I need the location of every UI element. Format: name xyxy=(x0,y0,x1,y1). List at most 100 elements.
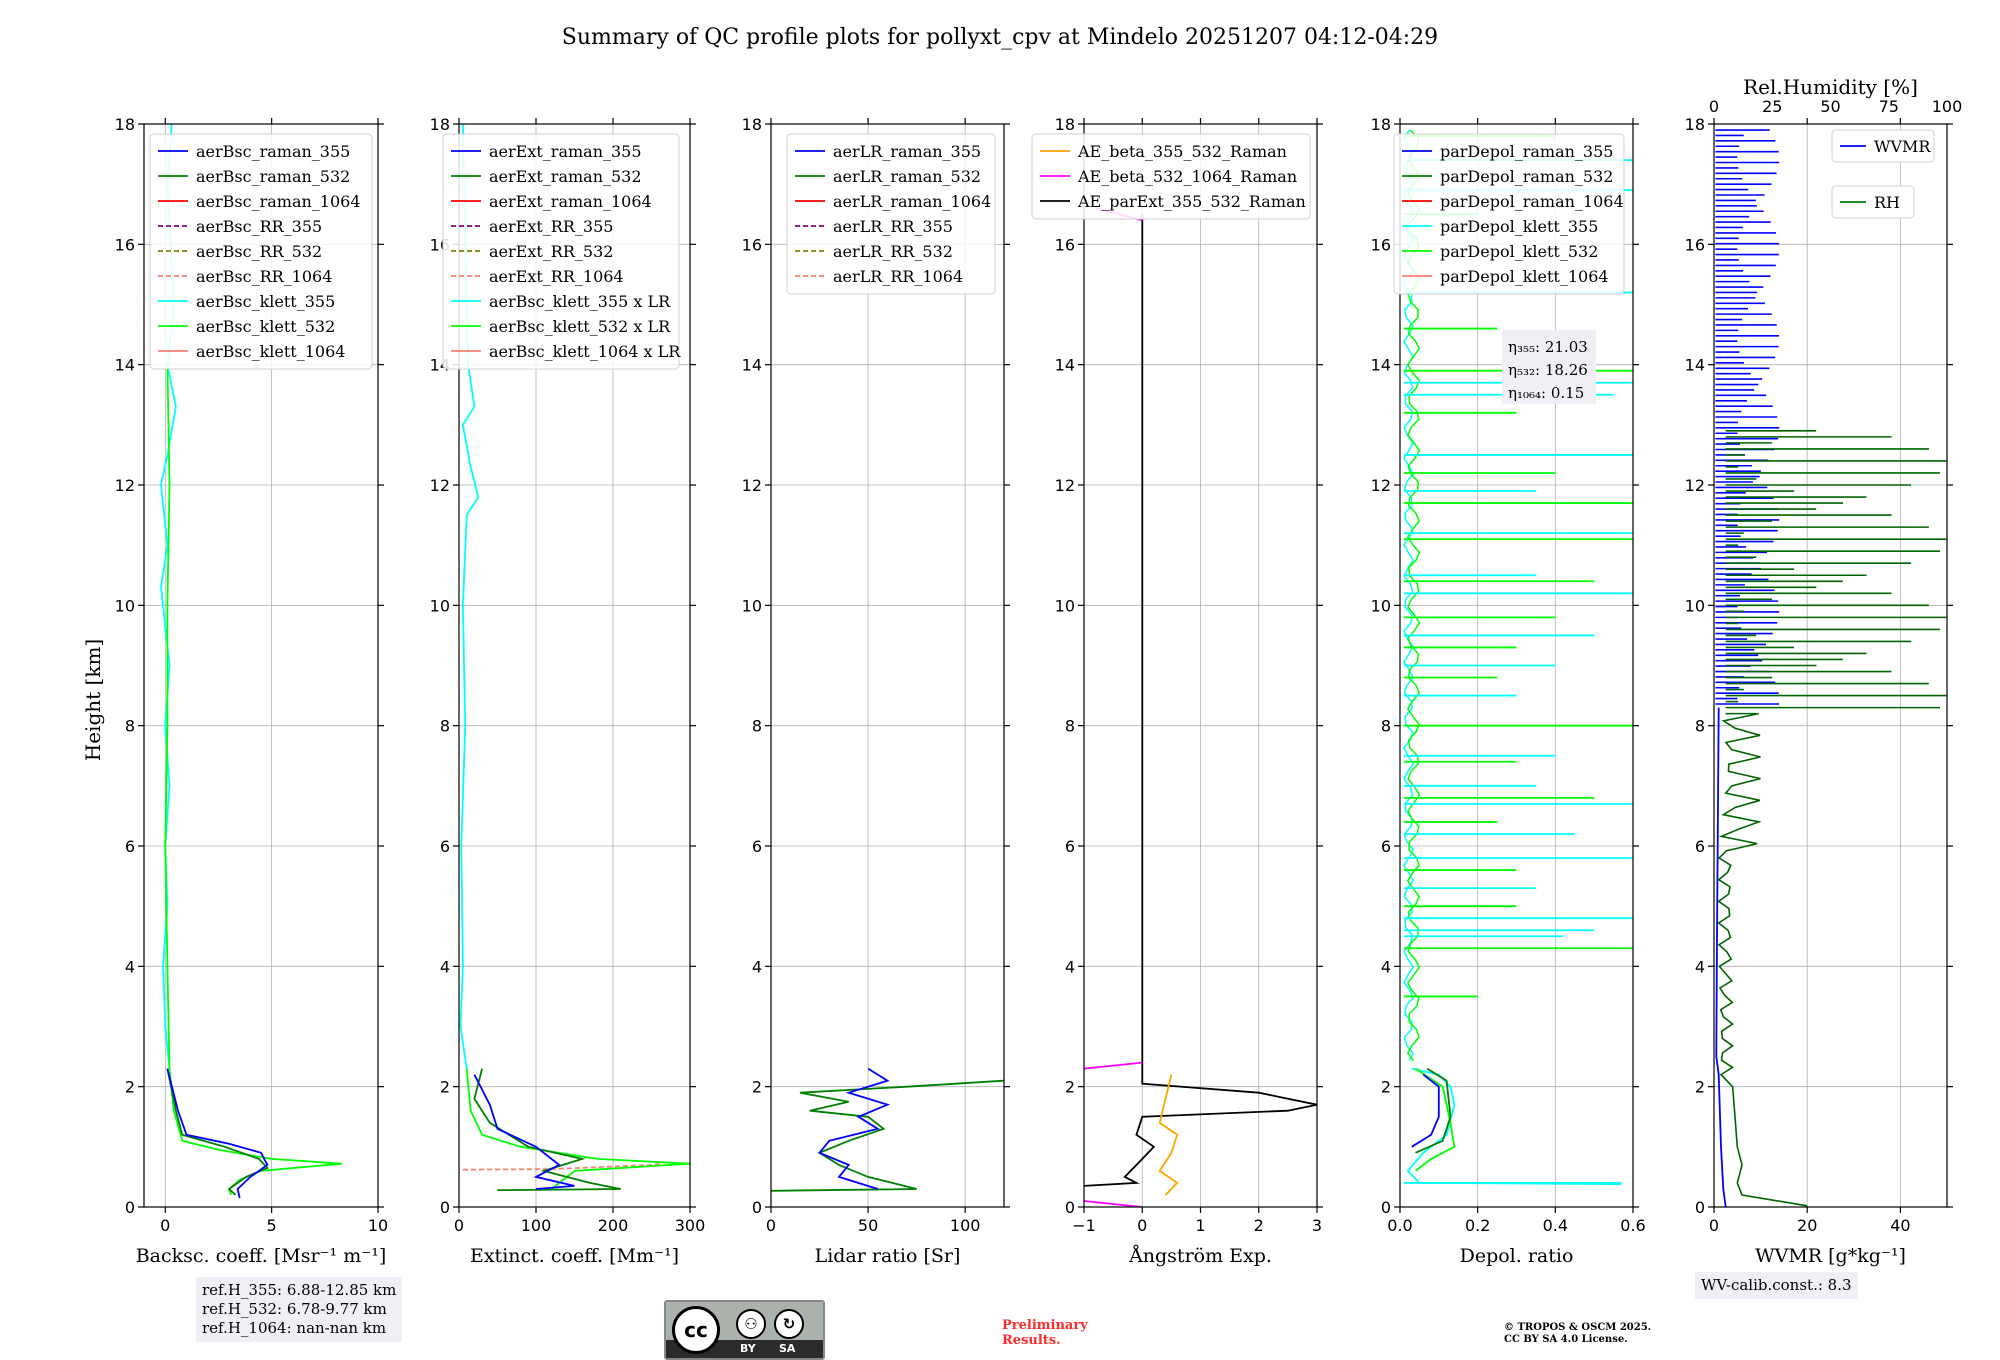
axes-frame xyxy=(770,123,1005,1208)
x-tick-label: 0 xyxy=(160,1216,170,1235)
series-aerBsc_raman_532 xyxy=(166,1068,269,1196)
y-tick-label: 18 xyxy=(1371,115,1391,134)
y-tick-label: 10 xyxy=(1685,596,1705,615)
legend: parDepol_raman_355 parDepol_raman_532 parD… xyxy=(1393,133,1625,295)
x-axis-label: Ångström Exp. xyxy=(1128,1245,1272,1267)
x-tick-label: 3 xyxy=(1312,1216,1322,1235)
copyright-line-1: © TROPOS & OSCM 2025. xyxy=(1504,1322,1652,1333)
y-tick-label: 2 xyxy=(1695,1078,1705,1097)
y-tick-label: 10 xyxy=(1055,596,1075,615)
y-tick-label: 6 xyxy=(125,837,135,856)
panel-lr: 0 2 4 6 8 10 12 14 16 18 0 50 100 Lidar ratio [Sr] aer… xyxy=(742,115,1010,1267)
y-tick-label: 10 xyxy=(742,596,762,615)
y-tick-label: 16 xyxy=(1055,235,1075,254)
axes-frame xyxy=(1399,123,1634,1208)
cc-license-badge: cc ⚇ ↻ BY SA xyxy=(664,1300,825,1360)
y-tick-label: 10 xyxy=(115,596,135,615)
x-tick-label: 100 xyxy=(950,1216,981,1235)
legend-label: aerBsc_raman_355 xyxy=(196,142,350,161)
x-tick-label: 10 xyxy=(368,1216,388,1235)
y-tick-label: 2 xyxy=(440,1078,450,1097)
depol-low-raman-532 xyxy=(1415,1067,1452,1154)
plot-area xyxy=(1715,129,1947,1207)
plot-area xyxy=(459,124,690,1192)
y-tick-label: 8 xyxy=(752,717,762,736)
series-aerBsc_klett_355 x LR xyxy=(459,124,480,1069)
legend-label: aerLR_RR_1064 xyxy=(833,267,963,286)
x-tick-label: 1 xyxy=(1195,1216,1205,1235)
y-tick-label: 2 xyxy=(125,1078,135,1097)
eta-box: η₃₅₅: 21.03 η₅₃₂: 18.26 η₁₀₆₄: 0.15 xyxy=(1502,330,1596,404)
by-label: BY xyxy=(740,1342,756,1355)
legend-label: aerLR_raman_532 xyxy=(833,167,981,186)
y-tick-label: 6 xyxy=(1695,837,1705,856)
legend-label: aerExt_raman_355 xyxy=(489,142,642,161)
x-tick-label: 0 xyxy=(454,1216,464,1235)
legend-label: aerBsc_raman_1064 xyxy=(196,192,361,211)
legend-label: AE_beta_532_1064_Raman xyxy=(1077,167,1297,186)
y-tick-label: 2 xyxy=(752,1078,762,1097)
series-aerExt_raman_532 xyxy=(473,1068,621,1192)
refh-1064: ref.H_1064: nan-nan km xyxy=(202,1319,387,1337)
legend-label: parDepol_klett_355 xyxy=(1440,217,1598,236)
y-tick-label: 16 xyxy=(1371,235,1391,254)
legend-label: aerLR_raman_1064 xyxy=(833,192,991,211)
y-tick-label: 4 xyxy=(125,957,135,976)
legend-label: aerBsc_klett_1064 x LR xyxy=(489,342,681,361)
legend-label: parDepol_klett_1064 xyxy=(1440,267,1609,286)
y-tick-label: 8 xyxy=(440,717,450,736)
depol-low-raman-355 xyxy=(1411,1073,1440,1148)
x-axis-label: WVMR [g*kg⁻¹] xyxy=(1755,1245,1906,1267)
panel-bsc: 0 2 4 6 8 10 12 14 16 18 0 5 10 Backsc. coeff. [Msr⁻¹… xyxy=(115,115,389,1267)
y-tick-label: 8 xyxy=(1695,717,1705,736)
y-tick-label: 12 xyxy=(742,476,762,495)
y-tick-label: 14 xyxy=(1685,356,1705,375)
y-axis-label: Height [km] xyxy=(81,639,105,761)
y-tick-label: 12 xyxy=(115,476,135,495)
x-tick-label: 40 xyxy=(1890,1216,1910,1235)
preliminary-line-1: Preliminary xyxy=(1002,1318,1088,1333)
y-tick-label: 4 xyxy=(1381,957,1391,976)
legend-box xyxy=(1393,133,1625,295)
legend-label: aerExt_RR_532 xyxy=(489,242,613,261)
y-tick-label: 0 xyxy=(1065,1198,1075,1217)
y-tick-label: 0 xyxy=(125,1198,135,1217)
y-tick-label: 8 xyxy=(125,717,135,736)
legend: AE_beta_355_532_Raman AE_beta_532_1064_Ra… xyxy=(1031,133,1311,220)
y-tick-label: 0 xyxy=(440,1198,450,1217)
y-tick-label: 12 xyxy=(1685,476,1705,495)
figure-title: Summary of QC profile plots for pollyxt_… xyxy=(562,25,1438,50)
depol-low-klett-355 xyxy=(1406,1067,1622,1185)
refh-532: ref.H_532: 6.78-9.77 km xyxy=(202,1300,387,1318)
y-tick-label: 4 xyxy=(1695,957,1705,976)
legend-label: parDepol_raman_532 xyxy=(1440,167,1613,186)
axes-frame xyxy=(143,123,379,1208)
legend-label: AE_beta_355_532_Raman xyxy=(1077,142,1287,161)
x-tick-label: 0.0 xyxy=(1387,1216,1412,1235)
top-x-tick-label: 0 xyxy=(1709,97,1719,116)
top-x-tick-label: 50 xyxy=(1820,97,1840,116)
legend-label: AE_parExt_355_532_Raman xyxy=(1077,192,1306,211)
y-tick-label: 18 xyxy=(430,115,450,134)
legend-box xyxy=(149,133,373,370)
series-aerExt_RR_1064 xyxy=(462,1162,664,1171)
y-tick-label: 4 xyxy=(1065,957,1075,976)
legend-box xyxy=(1831,129,1935,163)
x-axis-label: Backsc. coeff. [Msr⁻¹ m⁻¹] xyxy=(136,1245,387,1267)
preliminary-note: Preliminary Results. xyxy=(1002,1318,1088,1348)
series-AE_beta_532_1064_Raman_low xyxy=(1084,1200,1143,1207)
top-x-axis-label: Rel.Humidity [%] xyxy=(1743,75,1918,99)
axes-frame xyxy=(1713,123,1948,1208)
copyright-note: © TROPOS & OSCM 2025. CC BY SA 4.0 Licen… xyxy=(1504,1322,1651,1346)
y-tick-label: 6 xyxy=(752,837,762,856)
x-axis-label: Extinct. coeff. [Mm⁻¹] xyxy=(470,1245,679,1267)
y-tick-label: 4 xyxy=(752,957,762,976)
y-tick-label: 4 xyxy=(440,957,450,976)
legend-label: aerBsc_klett_532 xyxy=(196,317,335,336)
x-tick-label: 300 xyxy=(675,1216,706,1235)
x-tick-label: 0 xyxy=(1709,1216,1719,1235)
y-tick-label: 12 xyxy=(1055,476,1075,495)
